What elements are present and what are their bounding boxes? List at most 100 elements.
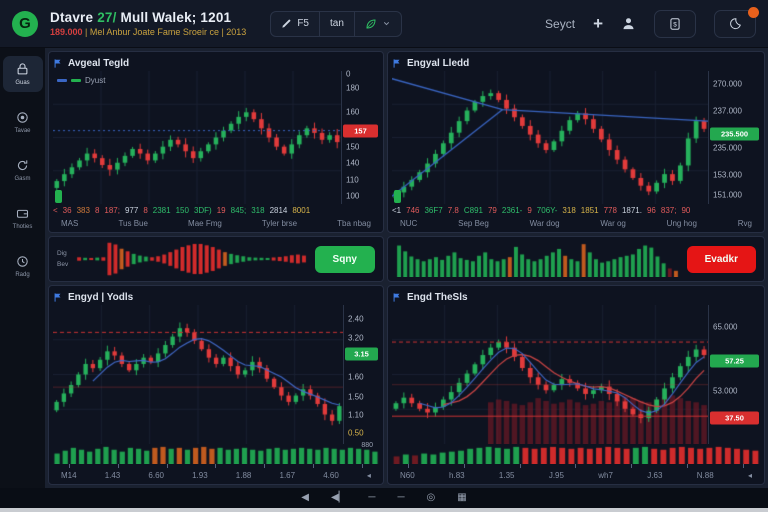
tan-tool-button[interactable]: tan	[320, 11, 355, 36]
bottom-edge-strip	[0, 508, 768, 512]
date-label: M14	[61, 470, 77, 480]
subtitle-price: 189.000	[50, 26, 83, 37]
page-title: Dtavre 27/ Mull Walek; 1201	[50, 10, 246, 26]
date-label: 6.60	[148, 470, 164, 480]
moon-icon	[728, 17, 742, 31]
app-logo: G	[12, 10, 38, 37]
date-label: N.88	[696, 470, 714, 480]
app-header: G Dtavre 27/ Mull Walek; 1201 189.000 | …	[0, 0, 768, 48]
flag-icon	[53, 58, 63, 69]
stat-value: 36F7	[424, 206, 443, 215]
sidebar-item-label: Guas	[15, 80, 30, 86]
panel-title-row: Engyd | Yodls	[53, 289, 379, 305]
flag-icon	[392, 292, 402, 303]
axis-label: 0	[346, 69, 351, 79]
price-axis: 2.40 3.20 1.60 1.50 1.10 0.50 3.15	[343, 305, 379, 444]
sidebar-item-gasm[interactable]: Gasm	[3, 152, 43, 188]
stat-value: 837;	[660, 206, 677, 215]
date-label: Rvg	[737, 218, 752, 228]
flag-icon	[53, 292, 63, 303]
stat-value: 9	[527, 206, 532, 215]
wallet-icon	[15, 206, 30, 221]
sidebar-item-label: Radg	[15, 272, 30, 278]
ohlc-stats-row: <1 746 36F7 7.8 C891 79 2361- 9 706Y- 318 1851 778 1…	[392, 204, 760, 217]
user-icon[interactable]	[621, 16, 636, 31]
draw-tool-button[interactable]: F5	[271, 11, 320, 36]
indicator-dropdown[interactable]	[355, 12, 401, 36]
stat-value: C891	[463, 206, 483, 215]
sell-button[interactable]: Evadkr	[686, 245, 756, 273]
volume-panel: Evadkr	[387, 236, 765, 282]
axis-label: 65.000	[713, 322, 738, 332]
date-label: 1.88	[235, 470, 252, 480]
stat-value: 3DF)	[193, 206, 212, 215]
svg-text:$: $	[673, 21, 677, 28]
price-badge: 235.500	[710, 127, 759, 140]
candlestick-chart-canvas[interactable]	[392, 305, 708, 444]
sidebar-item-guas[interactable]: Guas	[2, 56, 43, 92]
minimize-icon[interactable]: ─	[368, 492, 376, 503]
candlestick-chart-canvas[interactable]	[53, 71, 341, 204]
back-icon[interactable]: ◀	[301, 492, 309, 503]
sidebar-item-tavae[interactable]: Tavae	[3, 104, 43, 140]
sidebar: Guas Tavae Gasm Thoties Radg	[0, 48, 45, 488]
volume-strip: 880	[53, 442, 379, 464]
sidebar-item-radg[interactable]: Radg	[3, 248, 43, 284]
charts-grid: Avgeal Tegld Dyust 0 180 160 150 140 110 100 15…	[45, 48, 768, 488]
price-axis: 65.000 53.000 57.25 37.50	[708, 305, 760, 444]
axis-label: 160	[346, 107, 360, 117]
volume-histogram-canvas[interactable]	[396, 241, 679, 277]
macd-label-bottom: Bev	[57, 261, 69, 268]
axis-ticks	[53, 464, 379, 469]
axis-label: 270.000	[713, 79, 742, 89]
axis-label: 0.50	[348, 428, 364, 438]
chart-wrap: 270.000 237.000 235.000 153.000 151.000 235.5…	[392, 71, 760, 204]
candlestick-chart-canvas[interactable]	[53, 305, 343, 444]
volume-strip-canvas[interactable]	[53, 444, 379, 464]
date-label: Ung hog	[666, 218, 697, 228]
stat-value: 318	[251, 206, 265, 215]
macd-panel: Dig Bev Sqny	[48, 236, 384, 282]
grid-icon[interactable]: ▦	[457, 492, 467, 503]
date-label: 1.35	[498, 470, 515, 480]
sidebar-item-thoties[interactable]: Thoties	[3, 200, 43, 236]
add-icon[interactable]: +	[593, 14, 603, 33]
axis-label: 2.40	[348, 314, 364, 324]
legend-label: Dyust	[85, 76, 106, 85]
title-prefix: Dtavre	[50, 9, 98, 25]
macd-histogram-canvas[interactable]	[76, 241, 307, 277]
clock-icon[interactable]: ◎	[426, 492, 436, 503]
billing-button[interactable]: $	[654, 9, 696, 38]
page-subtitle: 189.000 | Mel Anbur Joate Fame Sroeir ce…	[50, 27, 246, 38]
axis-label: 237.000	[713, 106, 742, 116]
play-icon[interactable]: ◀▏	[330, 492, 347, 503]
chart-legend: Dyust	[57, 76, 105, 85]
tan-tool-label: tan	[329, 18, 344, 29]
theme-toggle-button[interactable]	[714, 6, 759, 38]
buy-button[interactable]: Sqny	[314, 245, 375, 273]
axis-label: 53.000	[713, 386, 738, 396]
axis-label: 151.000	[713, 190, 742, 200]
chart-title: Engyal Lledd	[407, 57, 470, 69]
date-label: NUC	[400, 218, 418, 228]
panel-title-row: Engd TheSls	[392, 289, 760, 305]
date-label: 1.67	[279, 470, 296, 480]
date-label: War dog	[529, 218, 560, 228]
stat-value: 318	[562, 206, 576, 215]
candlestick-chart-canvas[interactable]	[392, 71, 708, 204]
date-label: Mae Fmg	[188, 218, 222, 228]
stat-value: 8	[94, 206, 100, 215]
date-label: J.95	[548, 470, 564, 480]
date-label: ◂	[747, 470, 752, 480]
lock-icon	[15, 62, 30, 77]
axis-label: 180	[346, 83, 360, 93]
date-label: h.83	[449, 470, 465, 480]
leaf-icon	[365, 18, 377, 30]
stat-value: 79	[487, 206, 497, 215]
stat-value: 746	[406, 206, 420, 215]
volume-strip-canvas[interactable]	[392, 444, 760, 464]
minimize-icon-2[interactable]: ─	[397, 492, 405, 503]
dollar-doc-icon: $	[668, 17, 682, 31]
date-axis: M14 1.43 6.60 1.93 1.88 1.67 4.60 ◂	[53, 469, 379, 481]
refresh-icon	[15, 158, 30, 173]
